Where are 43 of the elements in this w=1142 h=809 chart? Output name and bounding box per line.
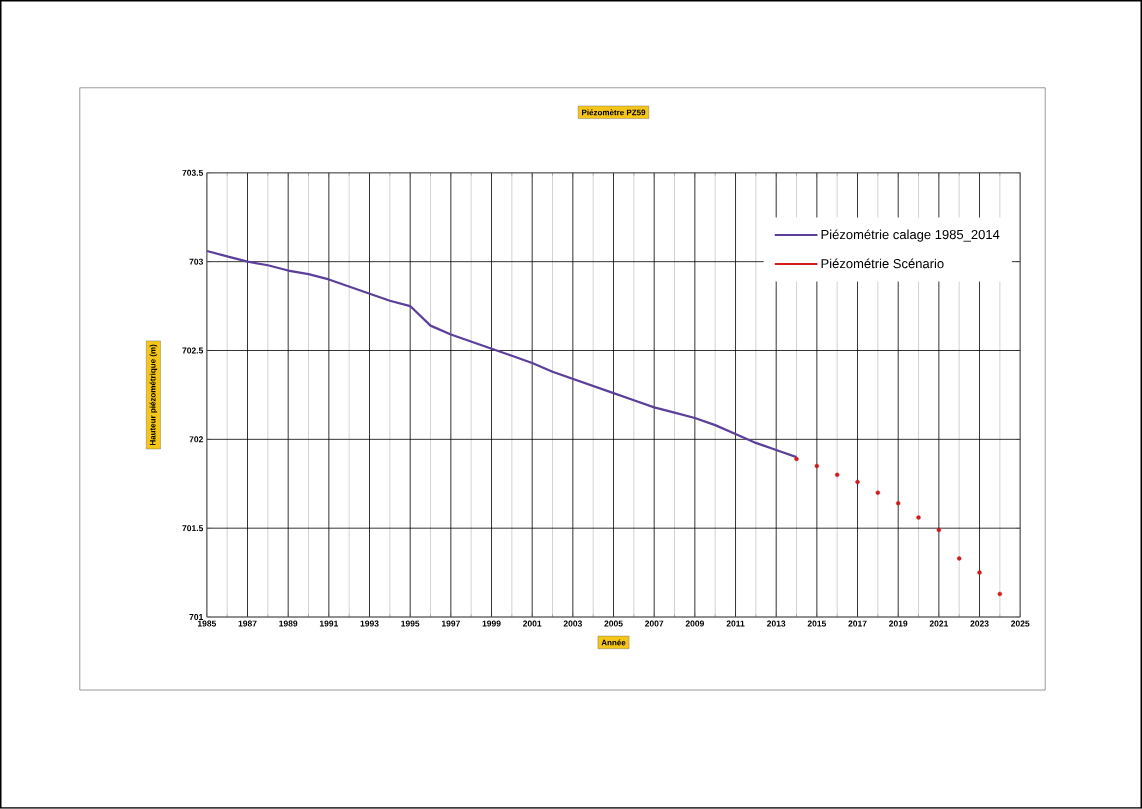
x-tick-label: 2005 [604, 620, 623, 627]
x-tick-label: 2003 [563, 620, 582, 627]
x-tick-label: 2015 [807, 620, 827, 627]
y-tick-label: 703 [189, 258, 203, 265]
y-axis-title: Hauteur piézométrique (m) [149, 344, 158, 446]
x-tick-label: 2025 [1011, 620, 1030, 627]
y-tick-label: 703.5 [182, 169, 204, 176]
x-tick-label: 2021 [929, 620, 949, 627]
x-tick-label: 2019 [889, 620, 908, 627]
x-tick-label: 1999 [482, 620, 501, 627]
point [997, 591, 1003, 597]
point [814, 463, 820, 469]
point [855, 479, 860, 485]
point [956, 556, 962, 561]
point [977, 570, 982, 575]
x-tick-label: 1989 [279, 620, 298, 627]
chart-title: Piézomètre PZ59 [582, 109, 646, 116]
point [916, 515, 921, 520]
x-tick-label: 2023 [970, 620, 989, 627]
y-tick-label: 702.5 [182, 347, 204, 354]
point [875, 490, 881, 495]
point [834, 472, 840, 478]
legend-label: Piézométrie calage 1985_2014 [821, 229, 1000, 242]
x-tick-label: 2011 [726, 620, 745, 627]
x-tick-label: 2009 [685, 620, 704, 627]
y-tick-label: 701 [189, 614, 204, 621]
x-tick-label: 1995 [401, 620, 420, 627]
x-tick-label: 1997 [441, 620, 460, 627]
x-tick-label: 2017 [848, 620, 867, 627]
legend-label: Piézométrie Scénario [821, 258, 944, 269]
x-tick-label: 2007 [645, 620, 664, 627]
x-tick-label: 2013 [767, 620, 786, 627]
x-tick-label: 1987 [238, 620, 257, 627]
y-tick-label: 701.5 [182, 525, 204, 532]
point [794, 456, 799, 462]
x-tick-label: 1985 [197, 620, 217, 627]
x-tick-label: 1993 [360, 620, 379, 627]
x-axis-title: Année [601, 639, 626, 646]
x-tick-label: 2001 [523, 620, 542, 627]
x-tick-label: 1991 [319, 620, 339, 627]
point [936, 527, 942, 533]
point [895, 501, 901, 506]
y-tick-label: 702 [189, 436, 203, 443]
